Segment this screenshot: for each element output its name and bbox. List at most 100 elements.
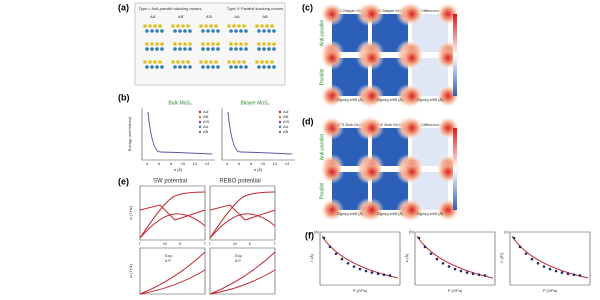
atom bbox=[160, 42, 164, 46]
data-point bbox=[524, 252, 528, 256]
atom bbox=[270, 24, 274, 28]
colorbar bbox=[453, 128, 457, 210]
hot-spot bbox=[320, 46, 344, 70]
atom bbox=[155, 65, 159, 69]
atom bbox=[267, 65, 271, 69]
atom bbox=[267, 29, 271, 33]
data-point bbox=[364, 269, 368, 273]
plot-title: Bulk MoS₂ bbox=[168, 100, 191, 106]
row-label: Anti-parallel bbox=[319, 134, 325, 160]
hot-spot bbox=[400, 84, 424, 108]
data-point bbox=[483, 274, 487, 277]
atom bbox=[188, 47, 192, 51]
mode-label: AB bbox=[262, 14, 268, 19]
legend-marker bbox=[278, 125, 282, 129]
data-point bbox=[536, 261, 540, 265]
atom bbox=[242, 60, 246, 64]
dispersion-curves bbox=[139, 191, 276, 295]
atom bbox=[229, 29, 233, 33]
k-point: Γ bbox=[204, 241, 207, 246]
atom bbox=[242, 24, 246, 28]
atom bbox=[201, 29, 205, 33]
x-tick-label: 6 bbox=[158, 161, 161, 166]
atom bbox=[206, 29, 210, 33]
atom-structures: AA' AB' A'B AA AB bbox=[143, 14, 276, 69]
atom bbox=[150, 42, 154, 46]
sublabel: (a) bbox=[314, 229, 320, 234]
y-label: ω (THz) bbox=[128, 263, 133, 278]
x-label: Zigzag shift (Å) bbox=[417, 97, 445, 102]
hot-spot bbox=[400, 116, 424, 140]
atom bbox=[206, 65, 210, 69]
atom bbox=[214, 24, 218, 28]
x-label: d (Å) bbox=[254, 167, 263, 172]
atom bbox=[181, 24, 185, 28]
atom bbox=[270, 60, 274, 64]
atom bbox=[145, 42, 149, 46]
data-point bbox=[346, 261, 350, 265]
atom bbox=[171, 24, 175, 28]
atom bbox=[206, 47, 210, 51]
map-title: SW Bilayer MoS₂ bbox=[375, 8, 406, 13]
atom bbox=[260, 24, 264, 28]
atom bbox=[186, 60, 190, 64]
axes bbox=[509, 231, 591, 286]
hot-spot bbox=[360, 160, 384, 184]
data-point bbox=[435, 257, 439, 261]
atom bbox=[272, 65, 276, 69]
x-tick-label: 14 bbox=[205, 161, 210, 166]
x-label: Zigzag shift (Å) bbox=[337, 211, 365, 216]
atom bbox=[143, 60, 147, 64]
atom bbox=[155, 42, 159, 46]
atom bbox=[214, 60, 218, 64]
sublabel: (b) bbox=[409, 229, 415, 234]
axes bbox=[139, 185, 276, 295]
atom bbox=[216, 42, 220, 46]
atom bbox=[178, 29, 182, 33]
legend-marker bbox=[198, 130, 202, 134]
k-point: M bbox=[233, 241, 236, 246]
legend-marker bbox=[278, 130, 282, 134]
atom bbox=[173, 29, 177, 33]
x-tick-label: 14 bbox=[285, 161, 290, 166]
x-tick-label: 10 bbox=[261, 161, 266, 166]
data-point bbox=[554, 269, 558, 273]
k-point: Γ bbox=[274, 241, 277, 246]
map-title: Difference bbox=[421, 122, 440, 127]
atom bbox=[216, 65, 220, 69]
atom bbox=[267, 47, 271, 51]
data-point bbox=[530, 257, 534, 261]
hot-spot bbox=[400, 198, 424, 222]
k-point: Γ bbox=[139, 241, 142, 246]
legend-entry: ILP bbox=[165, 258, 171, 263]
atom bbox=[260, 60, 264, 64]
x-label: d (Å) bbox=[174, 167, 183, 172]
atom bbox=[148, 60, 152, 64]
atom bbox=[173, 42, 177, 46]
atom bbox=[239, 29, 243, 33]
data-point bbox=[382, 273, 386, 277]
atom bbox=[234, 42, 238, 46]
atom bbox=[188, 29, 192, 33]
atom bbox=[160, 65, 164, 69]
x-label: P (GPa) bbox=[448, 288, 463, 293]
atom bbox=[186, 24, 190, 28]
y-label: c (Å) bbox=[309, 253, 314, 262]
atom bbox=[206, 42, 210, 46]
panel-label: (d) bbox=[302, 116, 314, 126]
atom bbox=[255, 60, 259, 64]
data-point bbox=[459, 269, 463, 273]
legend-marker bbox=[198, 110, 202, 114]
map-title: SW Bulk MoS₂ bbox=[377, 122, 404, 127]
y-label: Energy (meV/atom) bbox=[127, 116, 132, 151]
data-point bbox=[572, 273, 576, 277]
data-point bbox=[340, 257, 344, 261]
legend-entry: AB bbox=[203, 129, 209, 134]
k-point: M bbox=[163, 241, 166, 246]
legend-entry: AA' bbox=[203, 109, 209, 114]
atom bbox=[209, 24, 213, 28]
data-point bbox=[512, 236, 516, 240]
row-label: Parallel bbox=[319, 183, 325, 200]
data-point bbox=[328, 245, 332, 249]
data-point bbox=[447, 265, 451, 268]
